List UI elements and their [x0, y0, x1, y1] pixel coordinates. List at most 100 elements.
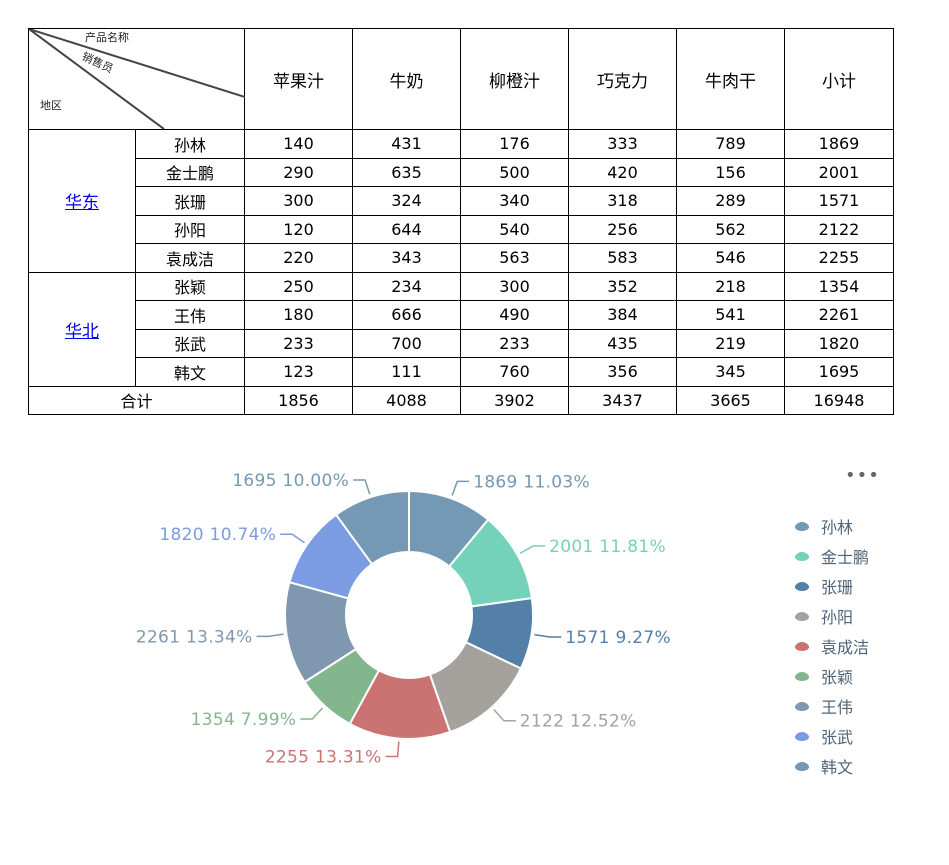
salesperson-cell: 袁成洁 — [135, 243, 245, 273]
legend-marker-shape — [795, 523, 809, 531]
legend-marker-shape — [795, 613, 809, 621]
value-cell: 123 — [244, 357, 353, 387]
region-link[interactable]: 华北 — [65, 321, 99, 342]
table-row: 华北 张颖 250 234 300 352 218 1354 — [28, 271, 894, 387]
value-cell: 343 — [352, 243, 461, 273]
value-cell: 120 — [244, 214, 353, 244]
value-cell: 540 — [460, 214, 569, 244]
label-leader-line — [300, 707, 324, 720]
legend-label: 袁成洁 — [821, 638, 869, 657]
value-cell: 233 — [244, 328, 353, 358]
value-cell: 218 — [676, 271, 785, 301]
value-cell: 300 — [460, 271, 569, 301]
legend-item[interactable]: 袁成洁 — [795, 638, 869, 657]
region-link[interactable]: 华东 — [65, 193, 99, 214]
value-cell: 256 — [568, 214, 677, 244]
total-value: 3437 — [568, 385, 677, 415]
salesperson-cell: 张珊 — [135, 186, 245, 216]
value-cell: 2255 — [784, 243, 894, 273]
legend-marker-shape — [795, 703, 809, 711]
legend-marker-shape — [795, 733, 809, 741]
value-cell: 644 — [352, 214, 461, 244]
salesperson-cell: 张颖 — [135, 271, 245, 301]
label-leader-line — [353, 479, 371, 495]
legend-label: 张武 — [821, 728, 853, 747]
slice-data-label: 2001 11.81% — [549, 537, 666, 557]
value-cell: 562 — [676, 214, 785, 244]
label-leader-line — [493, 709, 516, 722]
column-header: 牛肉干 — [676, 28, 785, 130]
total-label: 合计 — [28, 385, 245, 415]
value-cell: 500 — [460, 157, 569, 187]
label-leader-line — [256, 633, 284, 638]
donut-slice[interactable] — [334, 489, 410, 566]
slice-data-label: 2261 13.34% — [136, 627, 253, 647]
value-cell: 111 — [352, 357, 461, 387]
salesperson-cell: 孙阳 — [135, 214, 245, 244]
legend-item[interactable]: 张珊 — [795, 578, 853, 597]
legend-item[interactable]: 孙林 — [795, 518, 853, 537]
sales-table: 产品名称 销售员 地区 苹果汁 牛奶 柳橙汁 巧克力 牛肉干 小计 华东 孙林 140 431 176 33… — [28, 28, 894, 415]
value-cell: 324 — [352, 186, 461, 216]
legend-item[interactable]: 张颖 — [795, 668, 853, 687]
value-cell: 666 — [352, 300, 461, 330]
value-cell: 176 — [460, 129, 569, 159]
legend-item[interactable]: 张武 — [795, 728, 853, 747]
label-leader-line — [519, 545, 546, 554]
total-value: 1856 — [244, 385, 353, 415]
legend-label: 张颖 — [821, 668, 853, 687]
total-row: 合计 1856 4088 3902 3437 3665 16948 — [28, 385, 894, 415]
value-cell: 352 — [568, 271, 677, 301]
legend-label: 金士鹏 — [821, 548, 869, 567]
value-cell: 1571 — [784, 186, 894, 216]
value-cell: 289 — [676, 186, 785, 216]
value-cell: 318 — [568, 186, 677, 216]
total-value: 4088 — [352, 385, 461, 415]
value-cell: 290 — [244, 157, 353, 187]
salesperson-cell: 张武 — [135, 328, 245, 358]
legend-item[interactable]: 孙阳 — [795, 608, 853, 627]
value-cell: 300 — [244, 186, 353, 216]
more-options-icon[interactable]: ••• — [845, 465, 880, 486]
value-cell: 384 — [568, 300, 677, 330]
legend-item[interactable]: 韩文 — [795, 758, 853, 777]
slice-data-label: 1695 10.00% — [232, 471, 349, 491]
value-cell: 356 — [568, 357, 677, 387]
salesperson-cell: 王伟 — [135, 300, 245, 330]
legend-label: 张珊 — [821, 578, 853, 597]
legend-marker-shape — [795, 643, 809, 651]
value-cell: 234 — [352, 271, 461, 301]
value-cell: 583 — [568, 243, 677, 273]
corner-header-cell: 产品名称 销售员 地区 — [28, 28, 245, 130]
legend-item[interactable]: 王伟 — [795, 698, 853, 717]
value-cell: 789 — [676, 129, 785, 159]
value-cell: 435 — [568, 328, 677, 358]
salesperson-cell: 孙林 — [135, 129, 245, 159]
value-cell: 2261 — [784, 300, 894, 330]
value-cell: 333 — [568, 129, 677, 159]
legend-item[interactable]: 金士鹏 — [795, 548, 869, 567]
legend-label: 韩文 — [821, 758, 853, 777]
table-row: 金士鹏 290 635 500 420 156 2001 — [29, 157, 894, 187]
value-cell: 563 — [460, 243, 569, 273]
slice-data-label: 1571 9.27% — [565, 628, 671, 648]
label-leader-line — [534, 633, 562, 638]
legend-marker-shape — [795, 583, 809, 591]
legend-marker-shape — [795, 673, 809, 681]
label-leader-line — [280, 533, 305, 544]
column-header: 牛奶 — [352, 28, 461, 130]
region-cell: 华北 — [28, 271, 136, 387]
value-cell: 219 — [676, 328, 785, 358]
total-value: 3902 — [460, 385, 569, 415]
value-cell: 250 — [244, 271, 353, 301]
region-cell: 华东 — [28, 129, 136, 273]
value-cell: 431 — [352, 129, 461, 159]
legend-marker-shape — [795, 763, 809, 771]
table-row: 孙阳 120 644 540 256 562 2122 — [29, 214, 894, 244]
value-cell: 490 — [460, 300, 569, 330]
label-leader-line — [451, 480, 470, 496]
total-value: 16948 — [784, 385, 894, 415]
total-value: 3665 — [676, 385, 785, 415]
corner-region-label: 地区 — [40, 99, 62, 112]
value-cell: 340 — [460, 186, 569, 216]
